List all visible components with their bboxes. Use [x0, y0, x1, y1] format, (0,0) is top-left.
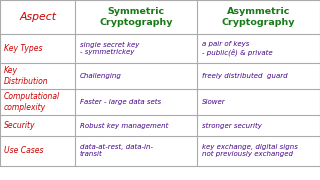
Text: data-at-rest, data-in-
transit: data-at-rest, data-in- transit	[80, 144, 153, 157]
Text: Use Cases: Use Cases	[4, 146, 43, 155]
Text: Faster - large data sets: Faster - large data sets	[80, 99, 161, 105]
Text: key exchange, digital signs
not previously exchanged: key exchange, digital signs not previous…	[202, 144, 298, 157]
Text: stronger security: stronger security	[202, 123, 261, 129]
Text: Slower: Slower	[202, 99, 225, 105]
Text: Key Types: Key Types	[4, 44, 42, 53]
Text: Challenging: Challenging	[80, 73, 122, 79]
Text: Asymmetric
Cryptography: Asymmetric Cryptography	[222, 7, 295, 27]
Text: Aspect: Aspect	[19, 12, 56, 22]
Text: single secret key
- symmetrickey: single secret key - symmetrickey	[80, 42, 140, 55]
Text: Robust key management: Robust key management	[80, 123, 168, 129]
Text: Security: Security	[4, 121, 35, 130]
Text: a pair of keys
- public(ê) & private: a pair of keys - public(ê) & private	[202, 41, 272, 56]
Text: Key
Distribution: Key Distribution	[4, 66, 48, 86]
Text: freely distributed  guard: freely distributed guard	[202, 73, 287, 79]
Text: Symmetric
Cryptography: Symmetric Cryptography	[99, 7, 173, 27]
Text: Computational
complexity: Computational complexity	[4, 93, 60, 112]
